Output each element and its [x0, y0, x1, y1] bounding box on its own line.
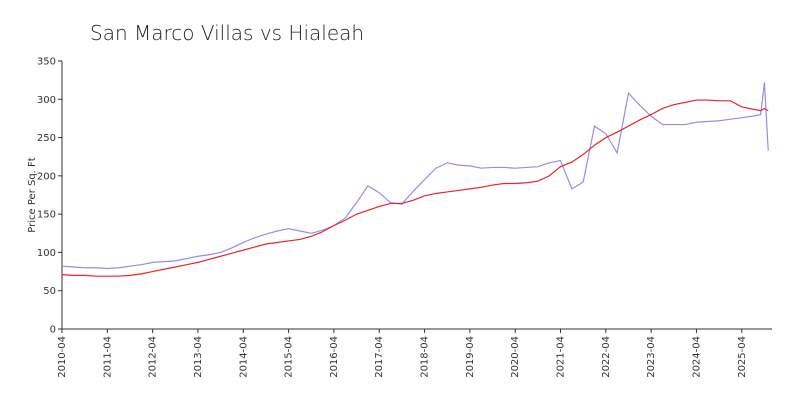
- x-tick-label: 2020-04: [510, 336, 521, 378]
- chart-title: San Marco Villas vs Hialeah: [90, 21, 364, 45]
- y-tick-label: 250: [37, 133, 56, 144]
- x-tick-label: 2017-04: [374, 336, 385, 378]
- y-tick-label: 200: [37, 171, 56, 182]
- y-tick-label: 100: [37, 248, 56, 259]
- y-tick-label: 350: [37, 57, 56, 68]
- x-tick-label: 2023-04: [646, 336, 657, 378]
- y-tick-label: 50: [43, 286, 56, 297]
- series-line: [61, 99, 769, 277]
- x-tick-label: 2018-04: [420, 336, 431, 378]
- y-tick-label: 0: [50, 325, 56, 336]
- y-tick-label: 150: [37, 210, 56, 221]
- y-tick-label: 300: [37, 95, 56, 106]
- series-line: [61, 82, 769, 270]
- x-tick-label: 2012-04: [148, 336, 159, 378]
- x-tick-label: 2011-04: [102, 336, 113, 378]
- x-tick-label: 2015-04: [284, 336, 295, 378]
- x-tick-label: 2016-04: [329, 336, 340, 378]
- x-tick-label: 2024-04: [691, 336, 702, 378]
- x-tick-label: 2014-04: [238, 336, 249, 378]
- x-tick-label: 2013-04: [193, 336, 204, 378]
- x-tick-label: 2021-04: [556, 336, 567, 378]
- x-tick-label: 2019-04: [465, 336, 476, 378]
- x-tick-label: 2022-04: [601, 336, 612, 378]
- x-tick-label: 2010-04: [57, 336, 68, 378]
- x-tick-label: 2025-04: [737, 336, 748, 378]
- y-axis-label: Price Per Sq. Ft: [27, 157, 38, 232]
